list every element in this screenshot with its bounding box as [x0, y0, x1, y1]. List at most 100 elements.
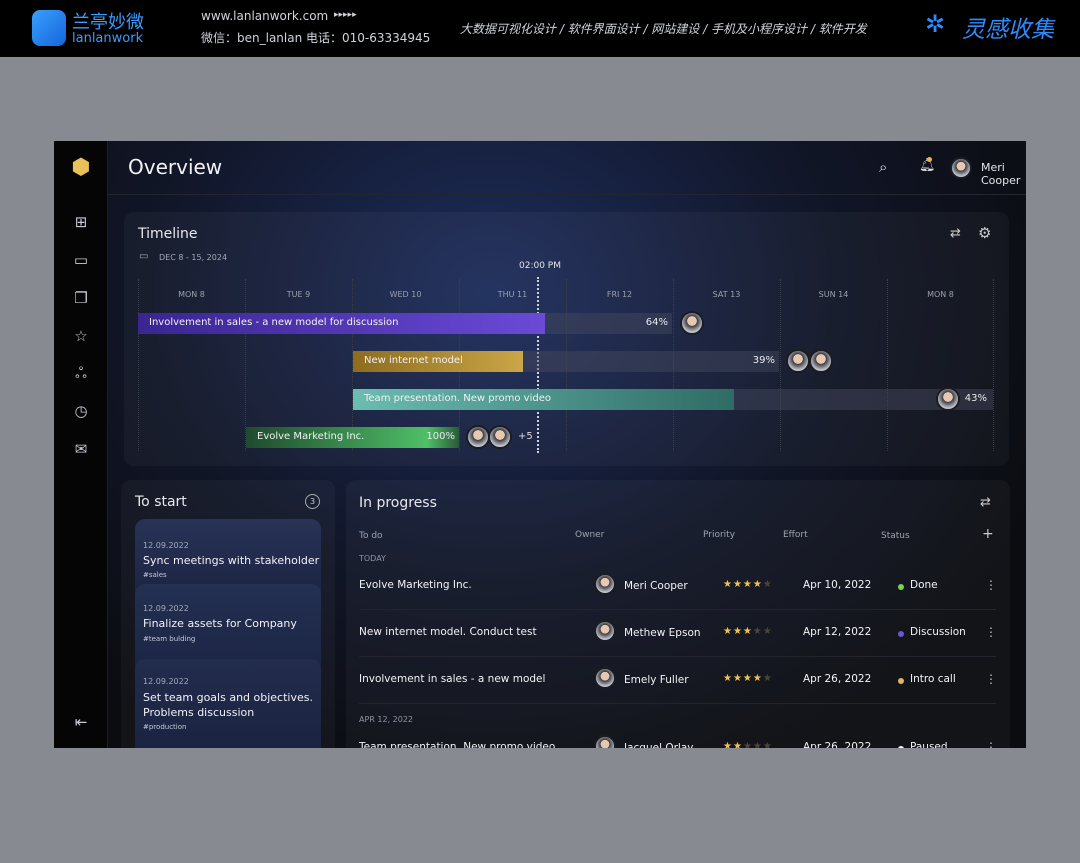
timeline-date-range: DEC 8 - 15, 2024 [159, 253, 228, 262]
day-gridline [780, 279, 781, 451]
owner-avatar [594, 573, 616, 595]
day-gridline [245, 279, 246, 451]
day-gridline [993, 279, 994, 451]
row-effort: Apr 26, 2022 [803, 673, 872, 685]
row-owner: Meri Cooper [624, 580, 688, 592]
calendar-icon[interactable]: ▭ [73, 251, 89, 269]
status-badge: Done [910, 579, 938, 591]
owner-avatar [594, 620, 616, 642]
timeline-bar-2[interactable]: New internet model 39% [353, 351, 779, 372]
status-badge: Paused [910, 741, 948, 748]
more-options-icon[interactable]: ⋮ [985, 578, 997, 592]
banner-arrows: ▸▸▸▸▸ [334, 10, 357, 20]
dashboard-icon[interactable]: ⊞ [74, 213, 88, 231]
filter-icon[interactable]: ⇄ [980, 495, 991, 510]
copy-icon[interactable]: ❐ [74, 289, 88, 307]
task-tag: #production [143, 723, 187, 731]
more-options-icon[interactable]: ⋮ [985, 740, 997, 748]
current-time-label: 02:00 PM [519, 261, 561, 271]
avatar[interactable] [680, 311, 704, 335]
more-assignees[interactable]: +5 [518, 431, 533, 442]
day-label: THU 11 [497, 290, 528, 299]
task-title: Finalize assets for Company [143, 617, 297, 630]
avatar[interactable] [466, 425, 490, 449]
mail-icon[interactable]: ✉ [74, 440, 88, 458]
user-name[interactable]: Meri Cooper [981, 161, 1021, 187]
current-time-line [537, 277, 539, 453]
brand-logo-icon [32, 10, 66, 46]
task-date: 12.09.2022 [143, 604, 189, 613]
status-dot [898, 678, 904, 684]
row-effort: Apr 26, 2022 [803, 741, 872, 748]
bar-percent: 39% [752, 355, 775, 366]
status-badge: Discussion [910, 626, 966, 638]
group-label: TODAY [359, 554, 386, 563]
brand-en: lanlanwork [72, 31, 144, 46]
column-header-todo[interactable]: To do [359, 531, 383, 541]
row-owner: Methew Epson [624, 627, 701, 639]
bar-progress [246, 427, 459, 448]
bar-label: New internet model [364, 355, 463, 366]
bar-progress [138, 313, 545, 334]
priority-stars: ★★★★★ [723, 741, 773, 748]
timeline-title: Timeline [138, 226, 198, 242]
banner-contact: 微信：ben_lanlan 电话：010-63334945 [201, 31, 431, 45]
search-icon[interactable]: ⌕ [879, 158, 888, 176]
add-column-icon[interactable]: + [982, 526, 994, 542]
priority-stars: ★★★★★ [723, 673, 773, 684]
row-owner: Emely Fuller [624, 674, 689, 686]
day-gridline [887, 279, 888, 451]
row-owner: Jacquel Orlay [624, 742, 694, 748]
bar-percent: 43% [964, 393, 987, 404]
task-card[interactable]: 12.09.2022 Set team goals and objectives… [135, 659, 321, 748]
banner-url[interactable]: www.lanlanwork.com [201, 9, 329, 23]
more-options-icon[interactable]: ⋮ [985, 625, 997, 639]
filter-icon[interactable]: ⇄ [950, 226, 961, 241]
task-date: 12.09.2022 [143, 541, 189, 550]
app-window: ⬢ ⊞ ▭ ❐ ☆ ஃ ◷ ✉ ⇤ Overview ⌕ 🔔︎ Meri Coo… [54, 141, 1026, 748]
day-gridline [352, 279, 353, 451]
avatar[interactable] [809, 349, 833, 373]
avatar[interactable] [936, 387, 960, 411]
column-header-owner[interactable]: Owner [575, 530, 605, 540]
alarm-icon[interactable]: ◷ [74, 402, 88, 420]
day-label: WED 10 [389, 290, 422, 299]
row-todo: Involvement in sales - a new model [359, 673, 546, 685]
day-gridline [566, 279, 567, 451]
bar-percent: 64% [645, 317, 668, 328]
bell-icon[interactable]: 🔔︎ [919, 157, 936, 173]
gear-icon[interactable]: ⚙ [978, 224, 992, 242]
sparkle-icon: ✲ [925, 10, 946, 38]
day-gridline [138, 279, 139, 451]
header: Overview ⌕ 🔔︎ Meri Cooper ⌄ [108, 141, 1026, 195]
row-todo: Team presentation. New promo video [359, 741, 556, 748]
priority-stars: ★★★★★ [723, 579, 773, 590]
users-icon[interactable]: ஃ [75, 364, 87, 382]
day-label: FRI 12 [606, 290, 633, 299]
sidebar: ⬢ ⊞ ▭ ❐ ☆ ஃ ◷ ✉ ⇤ [54, 141, 108, 748]
task-title: Set team goals and objectives. Problems … [143, 691, 313, 719]
star-icon[interactable]: ☆ [74, 327, 88, 345]
column-header-status[interactable]: Status [881, 531, 910, 541]
brand-cn: 兰亭妙微 [72, 12, 144, 33]
collapse-icon[interactable]: ⇤ [74, 713, 88, 731]
owner-avatar [594, 735, 616, 748]
column-header-priority[interactable]: Priority [703, 530, 736, 540]
timeline-bar-3[interactable]: Team presentation. New promo video 43% [353, 389, 993, 410]
to-start-count: 3 [305, 494, 320, 509]
more-options-icon[interactable]: ⋮ [985, 672, 997, 686]
timeline-bar-4[interactable]: Evolve Marketing Inc. 100% [246, 427, 459, 448]
day-label: SUN 14 [818, 290, 849, 299]
user-avatar[interactable] [950, 157, 972, 179]
bar-percent: 100% [426, 431, 455, 442]
day-label: TUE 9 [286, 290, 311, 299]
avatar[interactable] [488, 425, 512, 449]
row-effort: Apr 12, 2022 [803, 626, 872, 638]
owner-avatar [594, 667, 616, 689]
to-start-title: To start [135, 494, 187, 510]
avatar[interactable] [786, 349, 810, 373]
task-tag: #team bulding [143, 635, 196, 643]
timeline-bar-1[interactable]: Involvement in sales - a new model for d… [138, 313, 672, 334]
column-header-effort[interactable]: Effort [783, 530, 808, 540]
app-logo-icon: ⬢ [71, 155, 91, 180]
